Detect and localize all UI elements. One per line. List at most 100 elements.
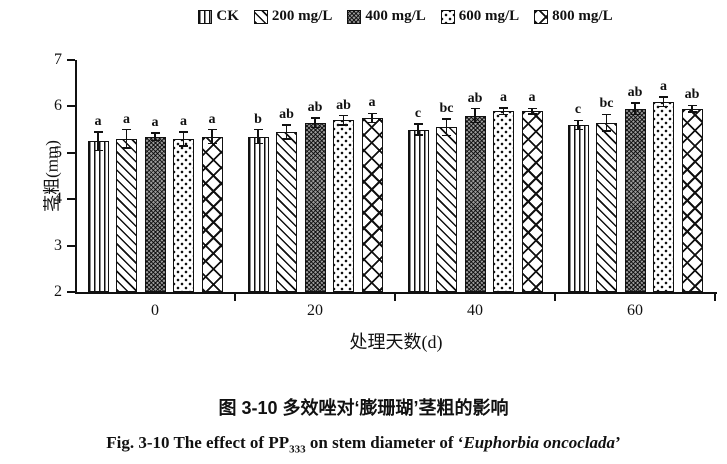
y-tick: [67, 244, 75, 247]
caption-english-species: Euphorbia oncoclada: [463, 433, 616, 452]
error-bar: [502, 107, 505, 115]
error-bar: [531, 108, 533, 114]
error-bar: [417, 124, 419, 136]
error-bar-cap: [93, 149, 103, 152]
bar-s200-day-0: [116, 138, 137, 292]
error-bar: [662, 97, 665, 107]
x-tick: [394, 294, 396, 301]
bar-s800-day-40: [521, 111, 543, 292]
bar-ck-day-40: [407, 129, 429, 292]
error-bar-cap: [150, 132, 160, 134]
error-bar-cap: [282, 124, 291, 126]
legend: CK 200 mg/L 400 mg/L 600 mg/L 800 mg/L: [42, 8, 727, 25]
significance-letter: a: [368, 95, 376, 111]
chart-area: 茎粗(mm) 处理天数(d) 2 3 4 5 6 7 0 20 40 60 a a a a a b ab ab ab…: [42, 51, 717, 352]
significance-letter: a: [208, 111, 216, 127]
y-tick: [67, 59, 75, 61]
bar-s400-day-20: [304, 122, 326, 292]
significance-letter: b: [254, 111, 262, 127]
y-tick-label: 3: [54, 236, 62, 254]
legend-swatch-s200-pattern-icon: [253, 9, 268, 24]
legend-label: 200 mg/L: [271, 8, 333, 24]
bar-ck-day-60: [567, 124, 589, 292]
x-category-label: 0: [151, 302, 159, 319]
error-bar-cap: [413, 123, 423, 125]
bar-s200-day-20: [276, 131, 297, 292]
bar-s800-day-60: [681, 108, 703, 292]
error-bar: [154, 132, 156, 141]
bar-s800-day-20: [361, 118, 383, 292]
error-bar-cap: [207, 128, 217, 131]
significance-letter: ab: [467, 90, 483, 106]
error-bar-cap: [122, 128, 131, 131]
x-category-label: 60: [627, 302, 643, 319]
y-axis-line: [75, 60, 77, 294]
y-tick-label: 6: [54, 97, 62, 115]
significance-letter: c: [414, 106, 422, 122]
legend-swatch-s600-pattern-icon: [440, 9, 455, 24]
error-bar-cap: [207, 142, 217, 145]
error-bar: [257, 129, 259, 144]
x-tick: [714, 294, 716, 301]
legend-label: 800 mg/L: [552, 8, 613, 24]
bar-group-day-20: b ab ab ab a: [235, 60, 395, 292]
error-bar-cap: [659, 105, 668, 108]
error-bar-cap: [367, 112, 377, 115]
significance-letter: a: [180, 113, 187, 129]
error-bar-cap: [687, 111, 697, 113]
legend-item-ck: CK: [198, 8, 239, 25]
caption-english-subscript: 333: [289, 443, 306, 456]
error-bar-cap: [573, 119, 583, 122]
caption-english-suffix: ’: [615, 433, 621, 452]
bar-group-day-40: c bc ab a a: [395, 60, 555, 292]
legend-label: 600 mg/L: [458, 8, 520, 24]
error-bar: [285, 124, 288, 139]
bar-group-day-60: c bc ab a ab: [555, 60, 715, 292]
significance-letter: ab: [336, 97, 351, 113]
y-tick: [67, 291, 75, 293]
caption-english-prefix: Fig. 3-10 The effect of PP: [106, 433, 290, 452]
bar-ck-day-0: [87, 141, 109, 292]
legend-item-s400: 400 mg/L: [347, 8, 426, 25]
significance-letter: bc: [599, 96, 614, 112]
error-bar-cap: [630, 113, 640, 116]
x-category-label: 20: [307, 302, 323, 319]
bar-s400-day-40: [464, 115, 486, 292]
y-tick-label: 7: [54, 51, 62, 68]
error-bar-cap: [499, 107, 508, 109]
x-axis-line: [75, 292, 717, 294]
legend-item-s800: 800 mg/L: [534, 8, 613, 25]
y-tick: [67, 105, 75, 108]
error-bar-cap: [367, 121, 377, 124]
bar-s200-day-40: [436, 127, 457, 292]
error-bar-cap: [150, 139, 160, 142]
bar-s600-day-40: [493, 111, 514, 292]
error-bar-cap: [573, 128, 583, 131]
error-bar: [577, 120, 579, 130]
bar-s600-day-60: [653, 101, 674, 292]
caption-chinese: 图 3-10 多效唑对‘膨珊瑚’茎粗的影响: [218, 398, 509, 418]
error-bar-cap: [442, 118, 451, 120]
error-bar-cap: [179, 145, 188, 147]
significance-letter: ab: [307, 100, 323, 115]
error-bar: [211, 129, 213, 144]
error-bar-cap: [310, 126, 320, 129]
error-bar-cap: [122, 147, 131, 149]
error-bar-cap: [602, 113, 611, 116]
significance-letter: a: [94, 113, 102, 129]
y-tick-label: 2: [54, 283, 62, 300]
error-bar: [474, 108, 476, 123]
error-bar-cap: [527, 113, 537, 115]
error-bar-cap: [527, 107, 537, 109]
caption-english-mid: on stem diameter of ‘: [305, 433, 464, 452]
bar-s200-day-60: [596, 122, 617, 292]
error-bar-cap: [630, 102, 640, 104]
error-bar-cap: [179, 131, 188, 133]
y-tick-label: 5: [54, 143, 62, 161]
significance-letter: a: [151, 114, 159, 130]
y-tick-label: 4: [54, 190, 62, 208]
x-tick: [554, 294, 556, 301]
error-bar-cap: [339, 124, 348, 126]
legend-swatch-s800-pattern-icon: [534, 9, 549, 24]
